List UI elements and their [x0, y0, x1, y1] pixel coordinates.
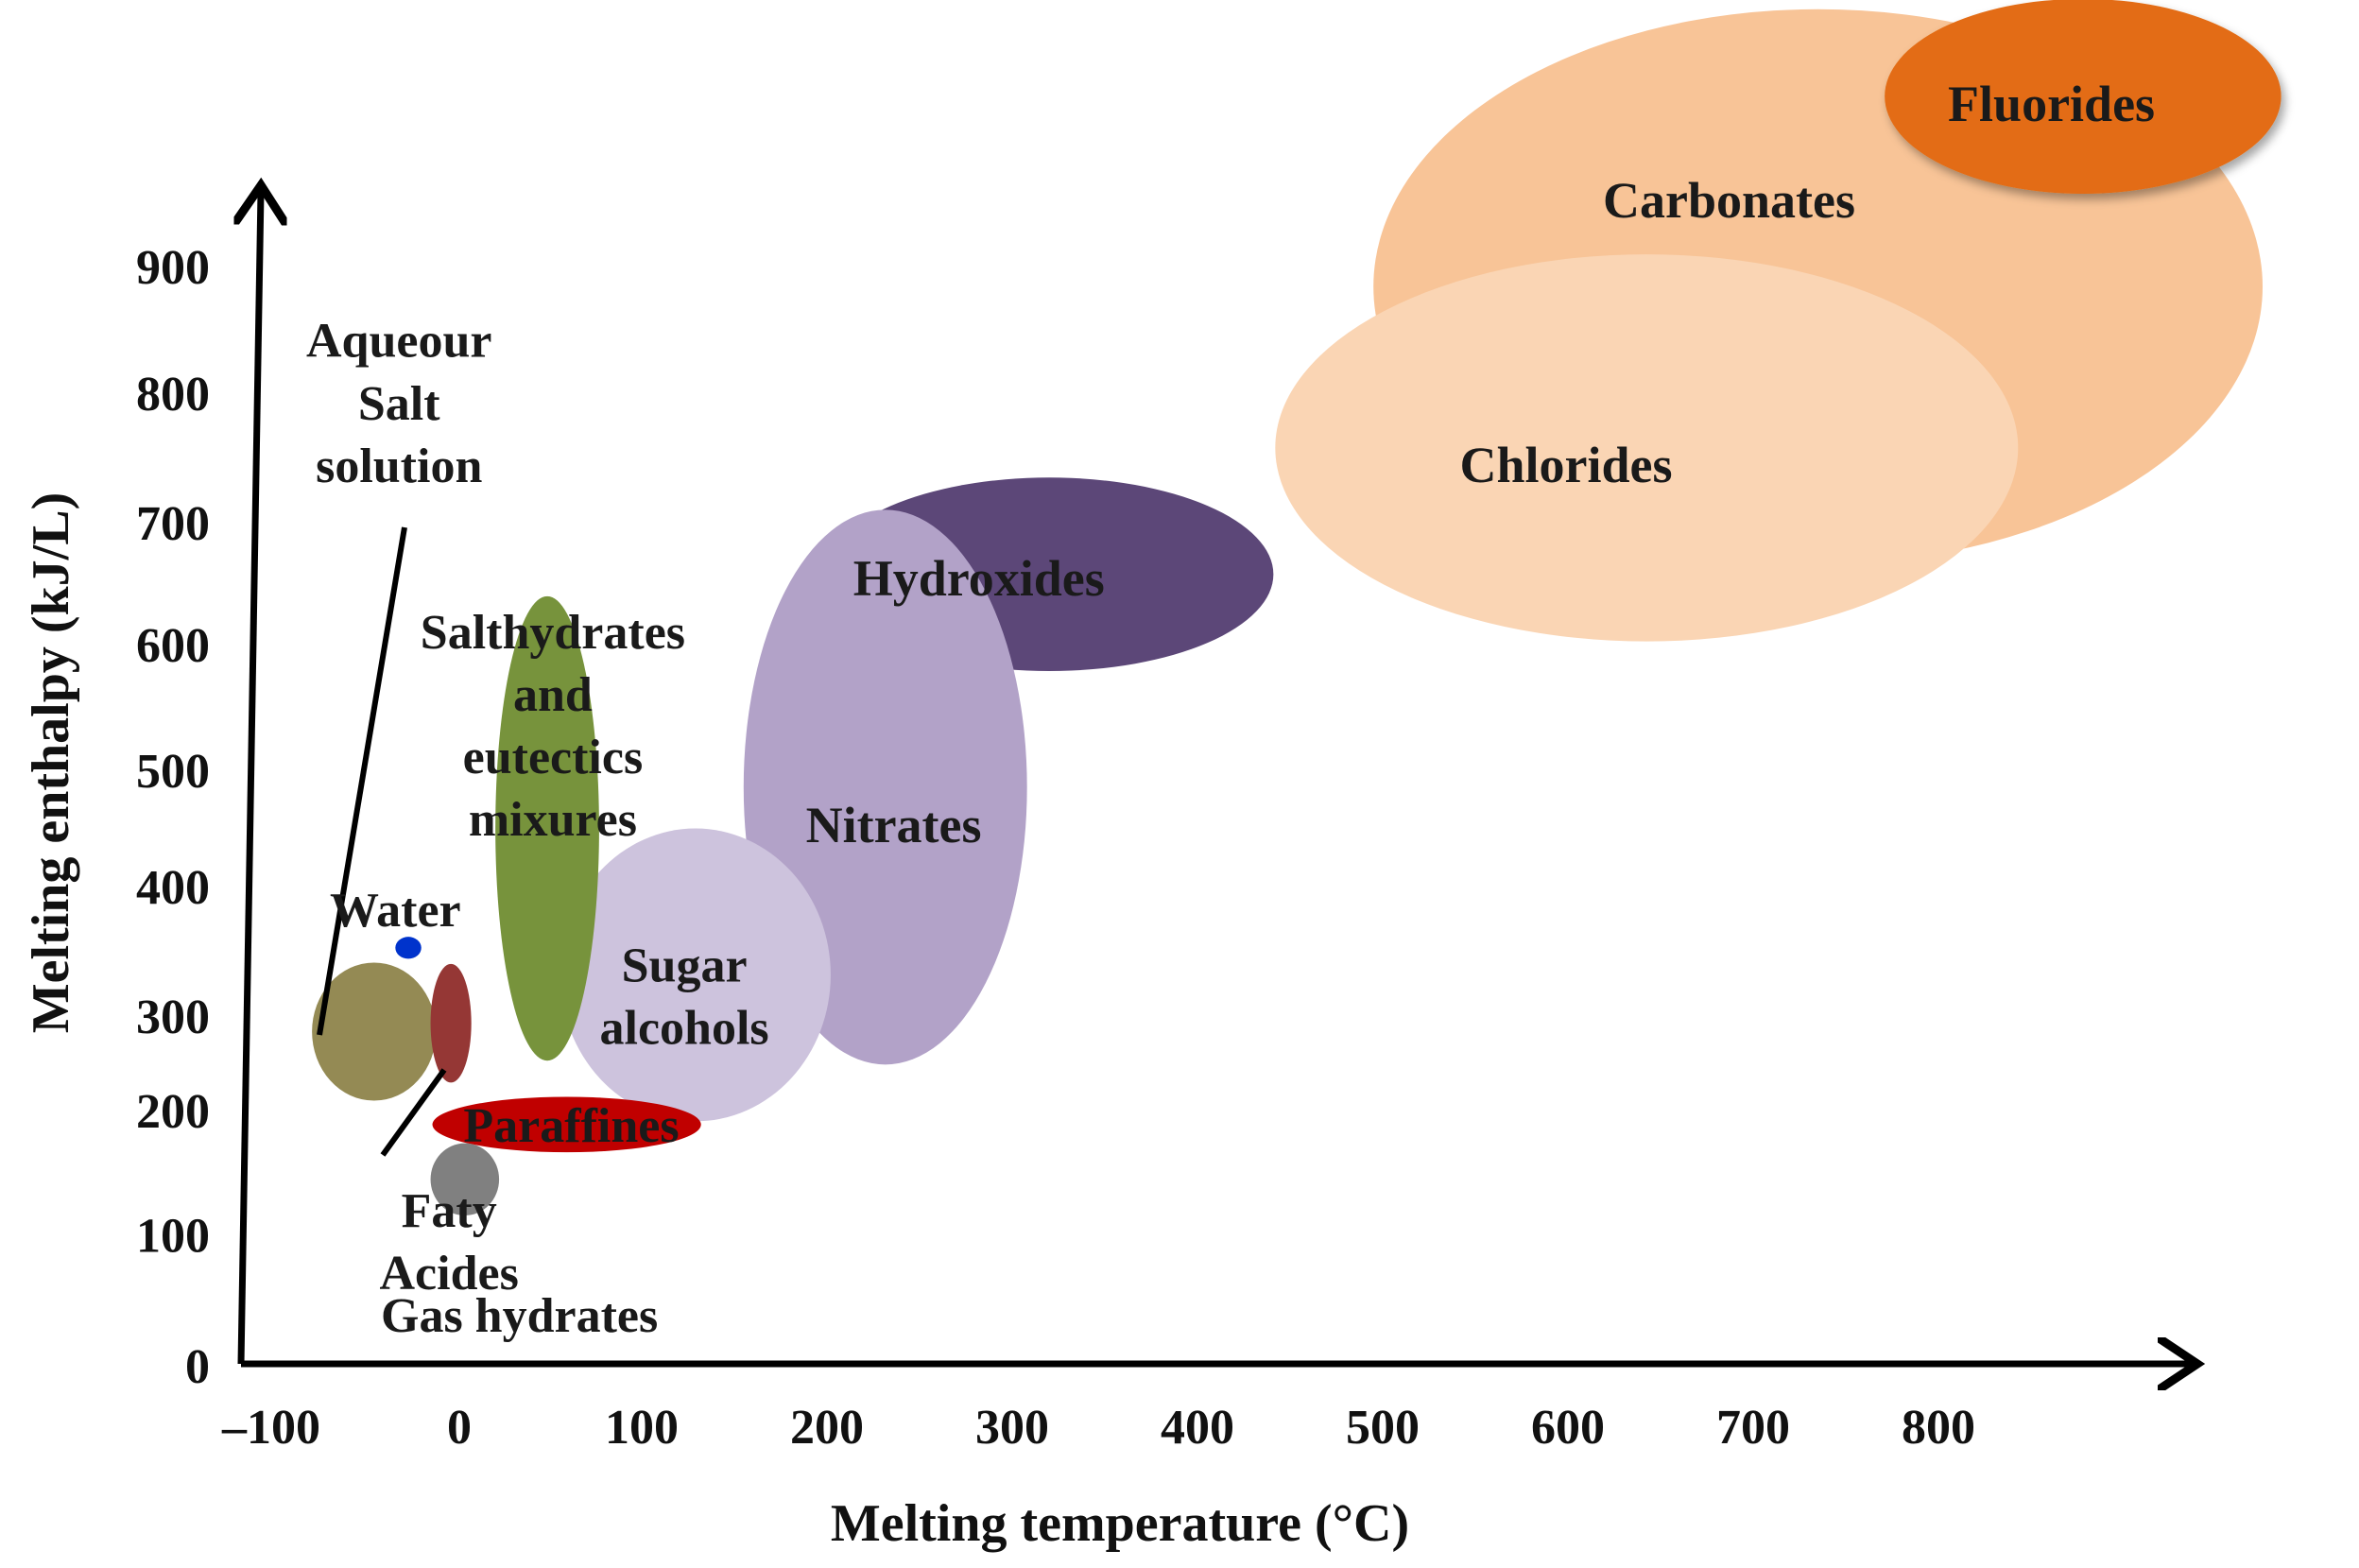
- y-tick-label: 300: [136, 991, 210, 1044]
- region-salthydrates-and-eutectics-mixures: [495, 595, 599, 1061]
- y-tick-label: 0: [185, 1340, 210, 1394]
- x-tick-label: 800: [1902, 1401, 1975, 1455]
- regions-layer: [312, 0, 2282, 1216]
- region-labels: Carbonates Chlorides Fluorides Hydroxides Ni…: [306, 76, 2155, 1343]
- leader-line-aqueous-salt: [317, 526, 407, 1036]
- x-tick-label: 500: [1346, 1401, 1420, 1455]
- x-axis-title: Melting temperature (°C): [831, 1494, 1409, 1553]
- label-nitrates: Nitrates: [806, 797, 982, 853]
- x-tick-label: –100: [221, 1401, 320, 1455]
- label-fluorides: Fluorides: [1948, 76, 2155, 132]
- y-tick-label: 200: [136, 1085, 210, 1139]
- label-chlorides: Chlorides: [1460, 437, 1673, 493]
- label-paraffines: Paraffines: [463, 1099, 679, 1153]
- y-tick-label: 900: [136, 241, 210, 295]
- x-tick-label: 400: [1161, 1401, 1234, 1455]
- label-aqueour-salt-solution: Aqueour Salt solution: [306, 315, 491, 493]
- x-tick-label: 200: [790, 1401, 864, 1455]
- label-faty-acides: Faty Acides: [379, 1184, 518, 1301]
- axes: [241, 192, 2191, 1364]
- x-tick-label: 100: [605, 1401, 679, 1455]
- region-gas-hydrates: [430, 1143, 500, 1216]
- leader-lines: [317, 526, 447, 1157]
- y-axis-title: Melting enthalpy (kJ/L): [22, 492, 80, 1033]
- region-aqueour-salt-solution: [312, 962, 437, 1101]
- label-salthydrates-and-eutectics-mixures: Salthydrates and eutectics mixures: [421, 606, 685, 847]
- y-tick-label: 600: [136, 619, 210, 673]
- y-axis: [241, 192, 261, 1365]
- region-chlorides: [1275, 254, 2019, 642]
- region-water: [395, 937, 422, 959]
- region-fluorides: [1885, 0, 2282, 194]
- y-tick-label: 400: [136, 861, 210, 915]
- label-water: Water: [330, 884, 461, 938]
- y-tick-label: 500: [136, 745, 210, 799]
- y-tick-label: 800: [136, 368, 210, 422]
- leader-line-fatty-acids: [380, 1068, 447, 1157]
- label-hydroxides: Hydroxides: [853, 550, 1105, 607]
- y-tick-label: 100: [136, 1210, 210, 1264]
- region-sugar-alcohols: [560, 828, 831, 1122]
- region-paraffines: [432, 1096, 701, 1153]
- y-tick-label: 700: [136, 497, 210, 551]
- x-tick-labels: –100 0 100 200 300 400 500 600 700 800: [221, 1401, 1975, 1455]
- region-faty-acides: [430, 963, 472, 1083]
- x-tick-label: 600: [1531, 1401, 1605, 1455]
- label-sugar-alcohols: Sugar alcohols: [600, 939, 769, 1056]
- label-gas-hydrates: Gas hydrates: [381, 1289, 658, 1343]
- label-carbonates: Carbonates: [1603, 172, 1855, 229]
- x-tick-label: 700: [1716, 1401, 1790, 1455]
- x-tick-label: 300: [975, 1401, 1049, 1455]
- y-tick-labels: 0 100 200 300 400 500 600 700 800 900: [136, 241, 210, 1394]
- x-tick-label: 0: [447, 1401, 472, 1455]
